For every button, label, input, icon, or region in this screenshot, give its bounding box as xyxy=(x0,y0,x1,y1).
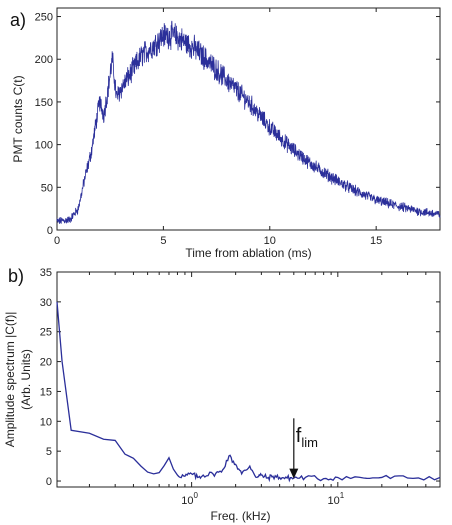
panel-b-annotation: flim xyxy=(289,418,318,479)
panel-a-y-tick-label: 100 xyxy=(35,140,53,152)
f-lim-label: flim xyxy=(296,425,318,450)
panel-b-y-tick-label: 15 xyxy=(40,386,52,398)
panel-b-x-axis-label: Freq. (kHz) xyxy=(211,509,271,523)
panel-a-series-line xyxy=(56,20,441,224)
panel-a-label: a) xyxy=(10,10,26,30)
panel-a-y-tick-label: 50 xyxy=(41,182,53,194)
panel-b-x-tick-label: 100 xyxy=(181,491,198,507)
panel-b-series-line xyxy=(56,301,441,483)
panel-b-y-tick-label: 25 xyxy=(40,327,52,339)
panel-b-y-tick-label: 35 xyxy=(40,267,52,279)
panel-a-y-tick-label: 200 xyxy=(35,54,53,66)
panel-b-y-tick-label: 30 xyxy=(40,297,52,309)
panel-b-y-tick-label: 10 xyxy=(40,416,52,428)
panel-b-y-axis-label-units: (Arb. Units) xyxy=(19,349,33,410)
f-lim-arrow-head xyxy=(289,468,299,479)
panel-a-frame xyxy=(56,7,441,231)
panel-a-y-tick-label: 250 xyxy=(35,12,53,24)
panel-b-label: b) xyxy=(8,266,24,286)
panel-a-y-ticks: 0 50 100 150 200 250 xyxy=(35,12,440,237)
panel-b-frame xyxy=(56,271,441,488)
panel-a-y-axis-label: PMT counts C(t) xyxy=(11,75,25,162)
panel-b-y-ticks: 0 5 10 15 20 25 30 35 xyxy=(40,267,440,488)
panel-b-y-tick-label: 20 xyxy=(40,357,52,369)
panel-b-x-ticks: 100 101 xyxy=(88,272,441,507)
panel-a-x-tick-label: 5 xyxy=(160,235,166,247)
panel-a-y-tick-label: 150 xyxy=(35,97,53,109)
panel-a-x-axis-label: Time from ablation (ms) xyxy=(185,246,311,260)
panel-a-x-tick-label: 15 xyxy=(370,235,382,247)
panel-b-y-tick-label: 0 xyxy=(46,476,52,488)
panel-a-x-ticks: 0 5 10 15 xyxy=(54,8,382,247)
panel-a: a) 0 5 10 15 0 50 100 150 200 250 Time from abla… xyxy=(10,7,441,260)
panel-a-x-tick-label: 10 xyxy=(264,235,276,247)
panel-b-y-axis-label: Amplitude spectrum |C(f)| xyxy=(3,312,17,448)
panel-b-x-tick-label: 101 xyxy=(327,491,344,507)
panel-b-y-tick-label: 5 xyxy=(46,446,52,458)
panel-a-x-tick-label: 0 xyxy=(54,235,60,247)
panel-a-y-tick-label: 0 xyxy=(47,225,53,237)
panel-b: b) 100 101 0 5 10 15 20 25 30 35 flim Freq. (kHz… xyxy=(3,266,441,523)
